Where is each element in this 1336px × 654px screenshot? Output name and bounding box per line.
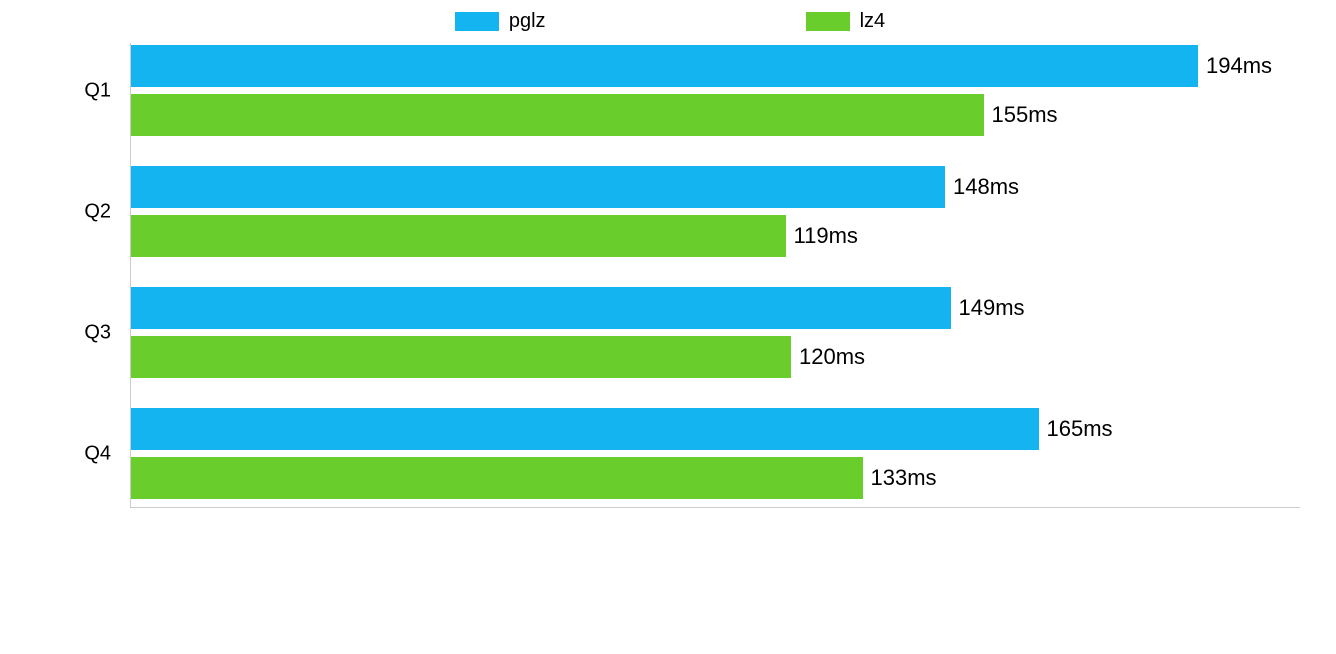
category-group: Q4165ms133ms	[131, 408, 1300, 499]
bar-pglz	[131, 45, 1198, 87]
bar-lz4	[131, 215, 786, 257]
bar-value-label: 165ms	[1047, 416, 1113, 442]
bar-value-label: 133ms	[871, 465, 937, 491]
bar-value-label: 194ms	[1206, 53, 1272, 79]
bar-row: 148ms	[131, 166, 1300, 208]
bar-row: 120ms	[131, 336, 1300, 378]
bar-row: 133ms	[131, 457, 1300, 499]
bar-value-label: 120ms	[799, 344, 865, 370]
legend-swatch-lz4	[806, 12, 850, 31]
bar-value-label: 149ms	[959, 295, 1025, 321]
bar-row: 194ms	[131, 45, 1300, 87]
bar-lz4	[131, 457, 863, 499]
plot-area: Q1194ms155msQ2148ms119msQ3149ms120msQ416…	[130, 43, 1300, 507]
bar-row: 149ms	[131, 287, 1300, 329]
legend-label-lz4: lz4	[860, 10, 886, 33]
compression-benchmark-chart: pglz lz4 Q1 194ms 155ms Q2 148ms 119ms Q3 149ms…	[40, 10, 1300, 508]
category-group: Q3149ms120ms	[131, 287, 1300, 378]
legend: pglz lz4	[40, 10, 1300, 33]
legend-item-lz4: lz4	[806, 10, 886, 33]
bar-pglz	[131, 166, 945, 208]
bar-row: 119ms	[131, 215, 1300, 257]
bar-value-label: 119ms	[794, 223, 858, 249]
bar-pglz	[131, 287, 951, 329]
x-axis-line	[130, 507, 1300, 508]
legend-item-pglz: pglz	[455, 10, 546, 33]
bar-row: 155ms	[131, 94, 1300, 136]
bar-lz4	[131, 94, 984, 136]
category-label: Q1	[41, 79, 111, 102]
category-label: Q2	[41, 200, 111, 223]
bar-lz4	[131, 336, 791, 378]
legend-swatch-pglz	[455, 12, 499, 31]
legend-label-pglz: pglz	[509, 10, 546, 33]
bar-row: 165ms	[131, 408, 1300, 450]
bar-value-label: 148ms	[953, 174, 1019, 200]
category-label: Q3	[41, 321, 111, 344]
bar-pglz	[131, 408, 1039, 450]
category-group: Q1194ms155ms	[131, 45, 1300, 136]
category-label: Q4	[41, 442, 111, 465]
bar-value-label: 155ms	[992, 102, 1058, 128]
category-group: Q2148ms119ms	[131, 166, 1300, 257]
